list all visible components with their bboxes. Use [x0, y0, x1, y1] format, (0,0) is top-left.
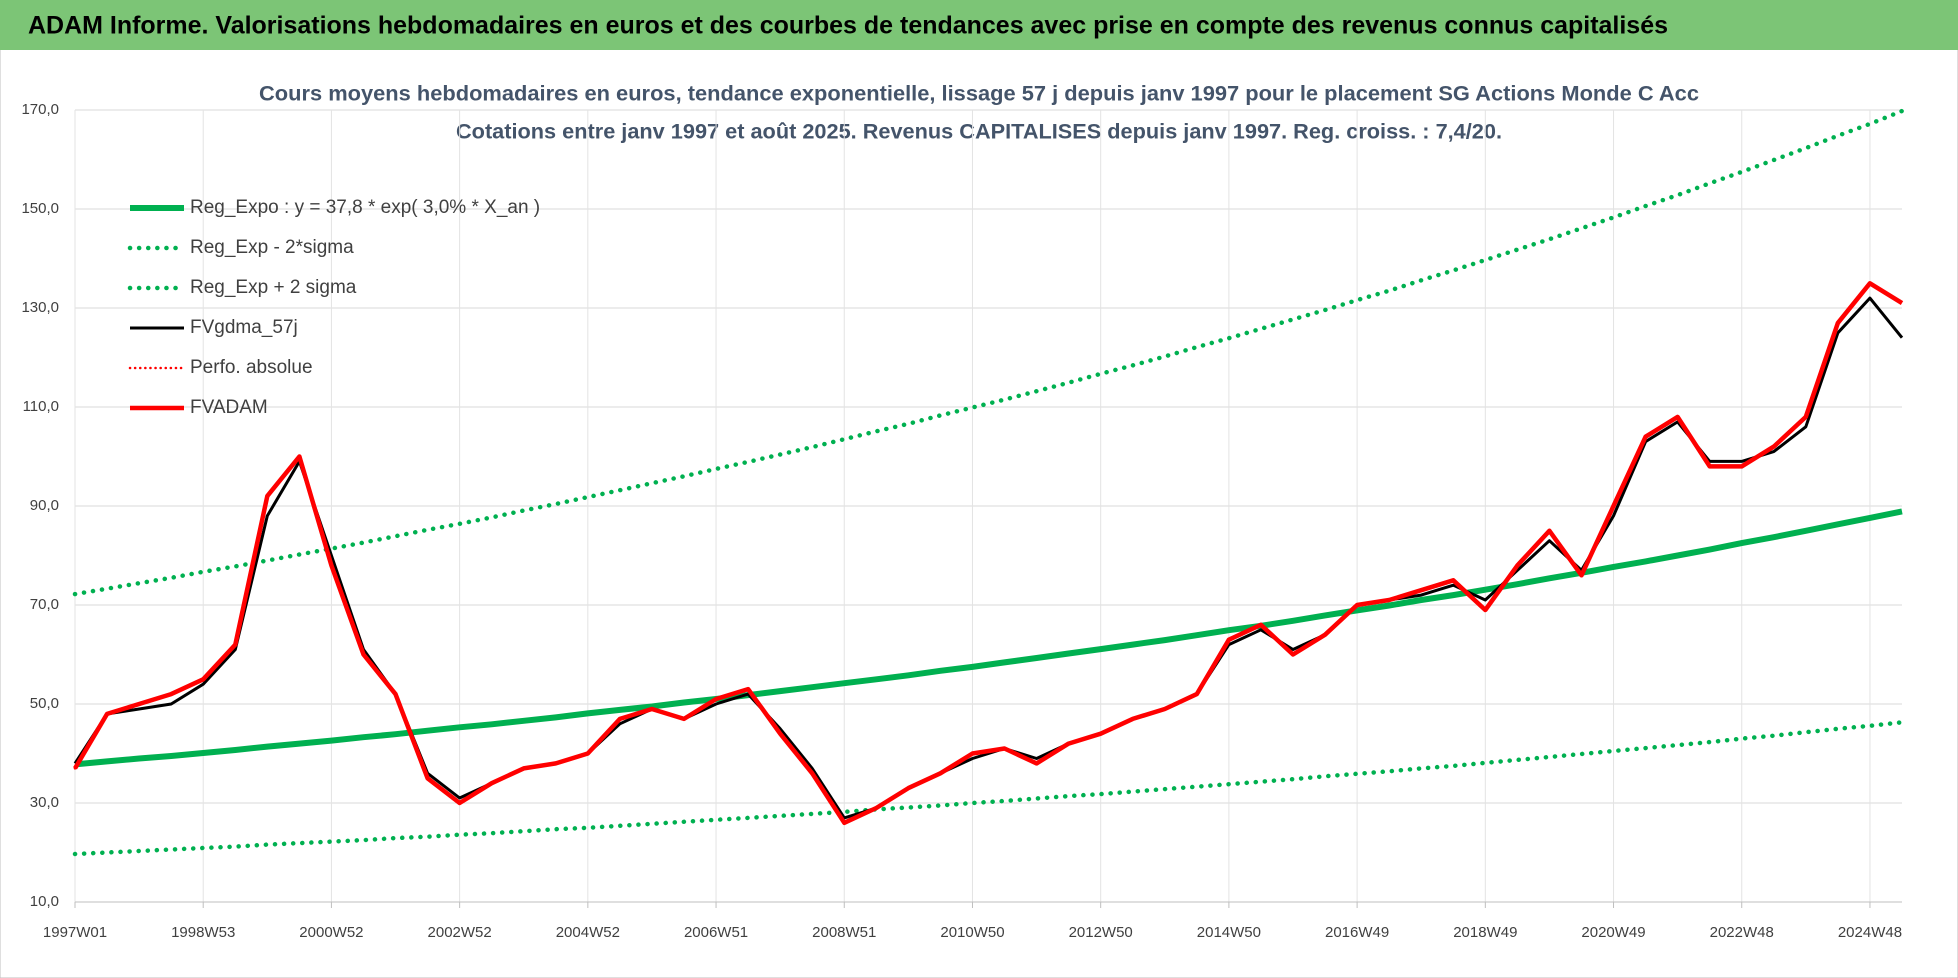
y-tick-label: 30,0: [30, 794, 59, 811]
chart-subtitle: Cotations entre janv 1997 et août 2025. …: [456, 121, 1502, 144]
legend-label: Reg_Expo : y = 37,8 * exp( 3,0% * X_an ): [190, 197, 540, 218]
y-tick-label: 90,0: [30, 497, 59, 514]
y-tick-label: 110,0: [23, 398, 59, 415]
y-tick-label: 130,0: [21, 299, 59, 316]
x-tick-label: 2008W51: [812, 924, 876, 941]
series-line: [73, 281, 1904, 826]
x-tick-label: 2020W49: [1581, 924, 1645, 941]
x-tick-label: 2000W52: [299, 924, 363, 941]
x-tick-label: 2014W50: [1197, 924, 1261, 941]
y-tick-label: 10,0: [30, 893, 59, 910]
x-tick-label: 1997W01: [43, 924, 107, 941]
header-title: ADAM Informe. Valorisations hebdomadaire…: [28, 12, 1668, 40]
x-tick-label: 2006W51: [684, 924, 748, 941]
series-line: [74, 508, 1903, 768]
x-tick-label: 2002W52: [428, 924, 492, 941]
legend-label: Reg_Exp - 2*sigma: [190, 237, 354, 258]
legend-label: Reg_Exp + 2 sigma: [190, 277, 357, 298]
chart-title: Cours moyens hebdomadaires en euros, ten…: [259, 83, 1699, 106]
y-tick-label: 70,0: [30, 596, 59, 613]
legend-label: FVADAM: [190, 397, 268, 418]
x-tick-label: 2012W50: [1069, 924, 1133, 941]
y-tick-label: 50,0: [30, 695, 59, 712]
x-tick-label: 2004W52: [556, 924, 620, 941]
y-tick-label: 150,0: [21, 200, 59, 217]
y-tick-label: 170,0: [21, 101, 59, 118]
x-tick-label: 1998W53: [171, 924, 235, 941]
x-tick-label: 2022W48: [1710, 924, 1774, 941]
x-tick-label: 2018W49: [1453, 924, 1517, 941]
x-tick-label: 2016W49: [1325, 924, 1389, 941]
legend-label: FVgdma_57j: [190, 317, 298, 338]
header-bar: [0, 0, 1958, 50]
series-line: [72, 108, 1905, 597]
x-tick-label: 2010W50: [940, 924, 1004, 941]
x-tick-label: 2024W48: [1838, 924, 1902, 941]
legend-label: Perfo. absolue: [190, 357, 313, 378]
